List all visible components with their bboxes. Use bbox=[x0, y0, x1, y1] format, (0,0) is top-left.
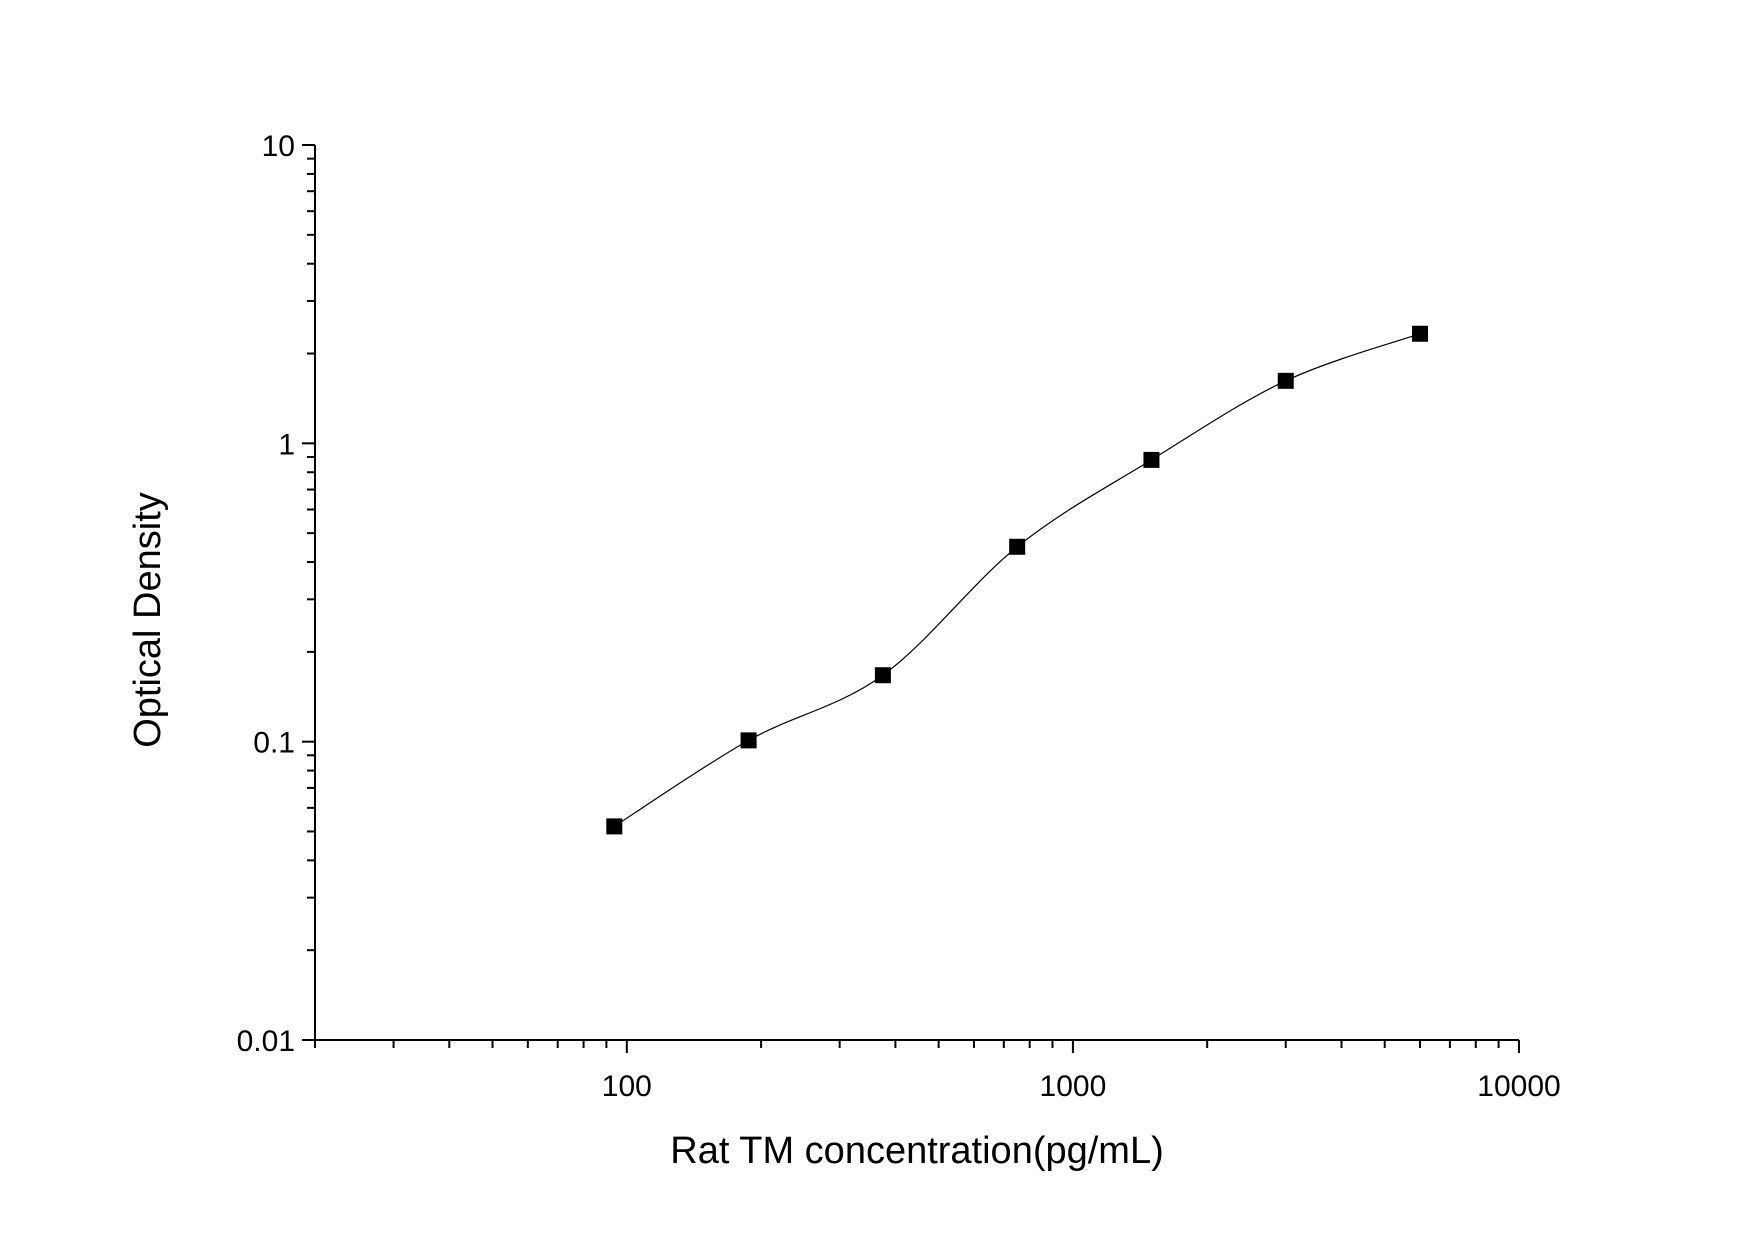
data-point bbox=[606, 818, 623, 835]
data-point bbox=[1143, 451, 1160, 468]
ticks: 100 1000 10000 0.01 0.1 1 10 bbox=[237, 130, 1561, 1103]
x-tick-label: 1000 bbox=[1040, 1070, 1107, 1103]
fit-curve bbox=[613, 333, 1421, 827]
data-point bbox=[874, 667, 891, 684]
fit-curve-layer bbox=[613, 333, 1421, 827]
data-point bbox=[1412, 325, 1429, 342]
x-axis-label: Rat TM concentration(pg/mL) bbox=[670, 1130, 1164, 1172]
x-tick-label: 10000 bbox=[1477, 1070, 1560, 1103]
y-tick-label: 1 bbox=[278, 428, 295, 461]
data-point bbox=[740, 732, 757, 749]
data-points bbox=[606, 325, 1429, 835]
y-tick-label: 0.1 bbox=[253, 727, 295, 760]
data-point bbox=[1009, 538, 1026, 555]
x-tick-label: 100 bbox=[602, 1070, 652, 1103]
axes bbox=[314, 145, 1519, 1041]
y-tick-label: 0.01 bbox=[237, 1025, 295, 1058]
y-tick-label: 10 bbox=[262, 130, 295, 163]
y-axis-label: Optical Density bbox=[127, 492, 169, 748]
data-point bbox=[1277, 372, 1294, 389]
